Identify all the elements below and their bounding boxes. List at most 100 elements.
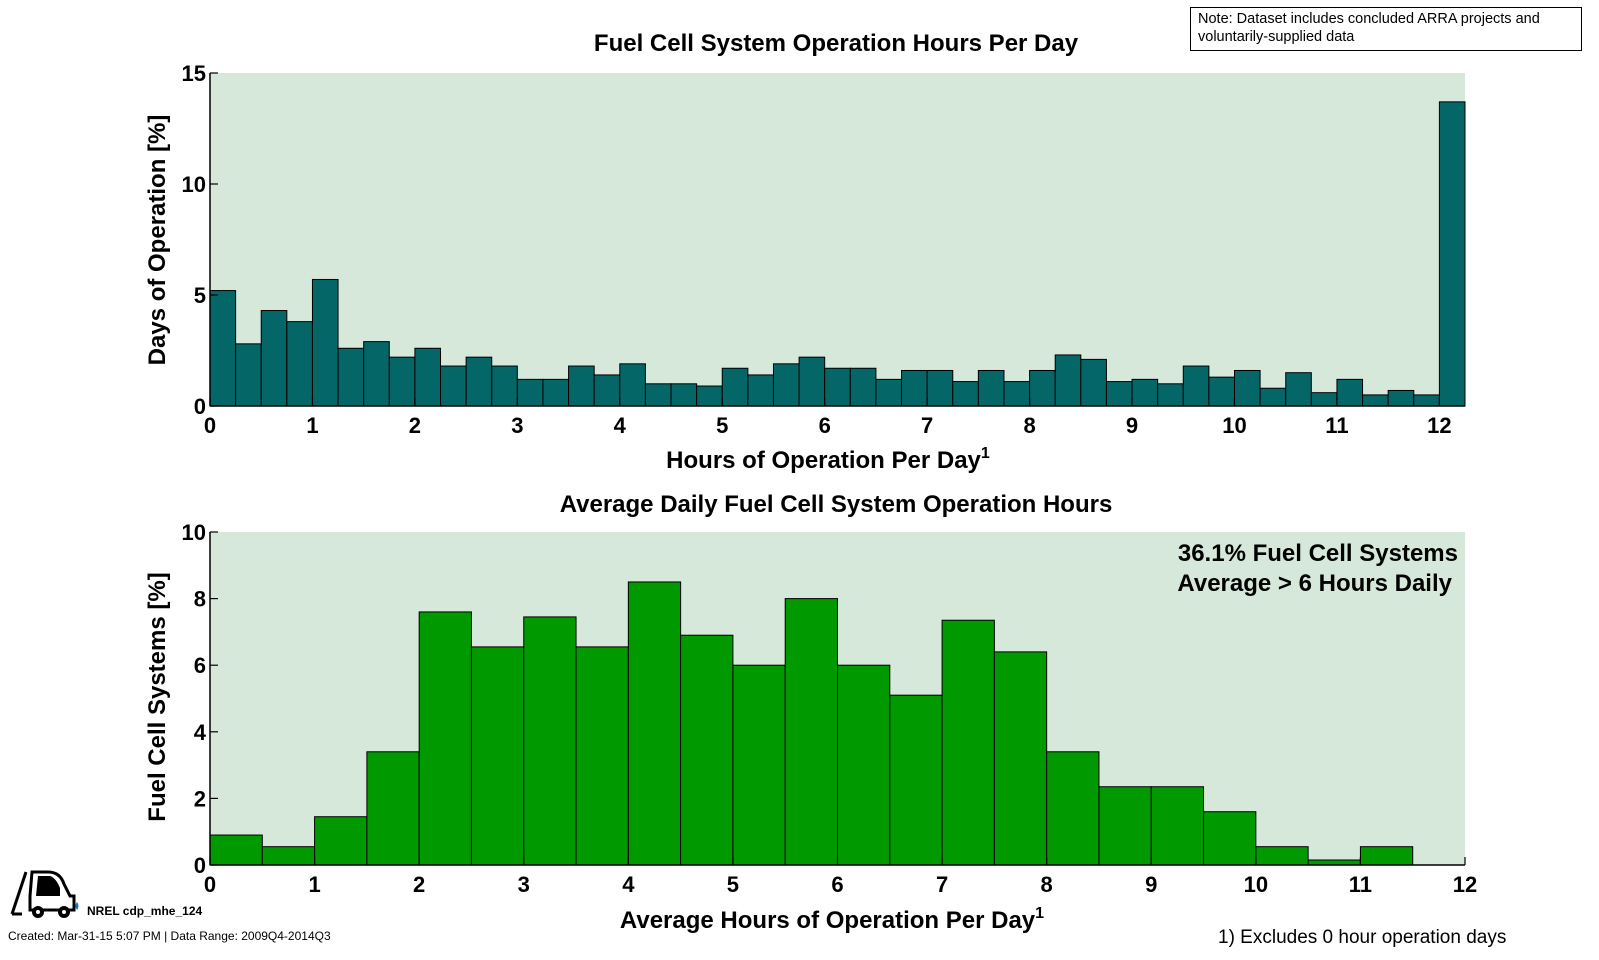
top-bar (926, 369, 954, 407)
top-bar (1362, 394, 1389, 407)
bottom-x-tick-label: 8 (1041, 872, 1053, 897)
top-bar (388, 356, 416, 407)
top-x-tick-label: 11 (1325, 413, 1348, 438)
top-x-tick-label: 8 (1023, 413, 1035, 438)
top-bar (337, 347, 365, 407)
bottom-x-tick-label: 10 (1244, 872, 1268, 897)
top-bar (977, 369, 1005, 407)
top-x-tick-label: 9 (1126, 413, 1138, 438)
bottom-bar (732, 664, 786, 866)
top-x-tick-label: 1 (306, 413, 318, 438)
top-bar (1054, 354, 1082, 407)
top-bar (260, 310, 288, 407)
top-x-tick-label: 4 (614, 413, 627, 438)
bottom-y-axis-label: Fuel Cell Systems [%] (144, 572, 171, 821)
top-bar (542, 378, 570, 407)
top-x-tick-label: 10 (1222, 413, 1246, 438)
bottom-x-tick-label: 2 (413, 872, 425, 897)
bottom-bar (993, 651, 1048, 866)
bottom-y-tick-label: 2 (194, 786, 206, 811)
bottom-bar (575, 646, 629, 866)
top-bar (1413, 394, 1440, 407)
top-bar (619, 363, 646, 407)
top-y-tick-label: 10 (182, 172, 206, 197)
top-x-axis-label: Hours of Operation Per Day1 (666, 445, 990, 474)
bottom-x-tick-label: 3 (518, 872, 530, 897)
bottom-x-tick-label: 9 (1145, 872, 1157, 897)
top-bars (209, 101, 1466, 407)
top-x-tick-label: 3 (511, 413, 523, 438)
bottom-x-tick-label: 0 (204, 872, 216, 897)
top-bar (644, 383, 672, 407)
top-bar (1182, 365, 1210, 407)
top-y-tick-label: 0 (194, 394, 206, 419)
bottom-x-tick-label: 12 (1453, 872, 1477, 897)
bottom-x-tick-label: 11 (1349, 872, 1372, 897)
top-bar (209, 290, 237, 407)
top-bar (1157, 383, 1184, 407)
top-x-tick-label: 2 (409, 413, 421, 438)
bottom-y-tick-label: 10 (182, 520, 206, 545)
top-bar (1233, 369, 1261, 407)
top-x-tick-label: 0 (204, 413, 216, 438)
top-chart: Fuel Cell System Operation Hours Per Day… (144, 30, 1466, 474)
bottom-bar (1203, 811, 1257, 866)
bottom-bar (889, 694, 943, 866)
bottom-bar (1255, 846, 1309, 866)
bottom-bar (470, 646, 525, 866)
top-bar (363, 341, 390, 407)
top-bar (1105, 381, 1133, 407)
bottom-bar (1150, 786, 1205, 866)
top-bar (1029, 369, 1056, 407)
bottom-y-tick-label: 4 (194, 720, 207, 745)
top-bar (747, 374, 774, 407)
bottom-x-tick-label: 5 (727, 872, 739, 897)
top-bar (1208, 376, 1235, 407)
top-x-tick-label: 6 (819, 413, 831, 438)
top-bar (593, 374, 621, 407)
bottom-y-tick-label: 6 (194, 653, 206, 678)
top-x-tick-label: 5 (716, 413, 728, 438)
bottom-annotation-line-1: 36.1% Fuel Cell Systems (1178, 540, 1458, 567)
dataset-note: Note: Dataset includes concluded ARRA pr… (1190, 7, 1582, 51)
top-bar (1285, 372, 1312, 407)
top-bar (721, 367, 749, 407)
bottom-bar (627, 581, 682, 866)
bottom-bar (680, 634, 734, 866)
bottom-bars (209, 581, 1414, 866)
top-bar (875, 378, 903, 407)
top-x-tick-label: 12 (1427, 413, 1451, 438)
top-bar (286, 321, 313, 407)
bottom-y-tick-label: 8 (194, 587, 206, 612)
bottom-bar (523, 616, 577, 866)
top-bar (670, 383, 698, 407)
forklift-icon (10, 870, 79, 918)
bottom-x-tick-label: 4 (622, 872, 635, 897)
top-bar (516, 378, 544, 407)
top-bar (1387, 389, 1415, 407)
top-plot-area (210, 73, 1465, 406)
top-bar (568, 365, 595, 407)
top-bar (311, 278, 339, 407)
bottom-chart-title: Average Daily Fuel Cell System Operation… (560, 491, 1113, 518)
top-y-tick-label: 5 (194, 283, 206, 308)
footnote: 1) Excludes 0 hour operation days (1218, 927, 1507, 948)
top-bar (696, 385, 723, 407)
bottom-bar (261, 846, 316, 866)
top-bar (1310, 392, 1338, 407)
bottom-bar (418, 611, 472, 866)
bottom-bar (209, 834, 263, 866)
top-bar (824, 367, 851, 407)
top-bar (849, 367, 877, 407)
top-bar (952, 381, 979, 407)
top-bar (1131, 378, 1159, 407)
bottom-x-axis-label: Average Hours of Operation Per Day1 (620, 905, 1044, 934)
top-bar (414, 347, 442, 407)
bottom-annotation-line-2: Average > 6 Hours Daily (1177, 570, 1452, 597)
top-bar (465, 356, 493, 407)
top-y-axis-label: Days of Operation [%] (144, 115, 171, 366)
top-bar (1336, 378, 1364, 407)
top-bar (1438, 101, 1466, 407)
